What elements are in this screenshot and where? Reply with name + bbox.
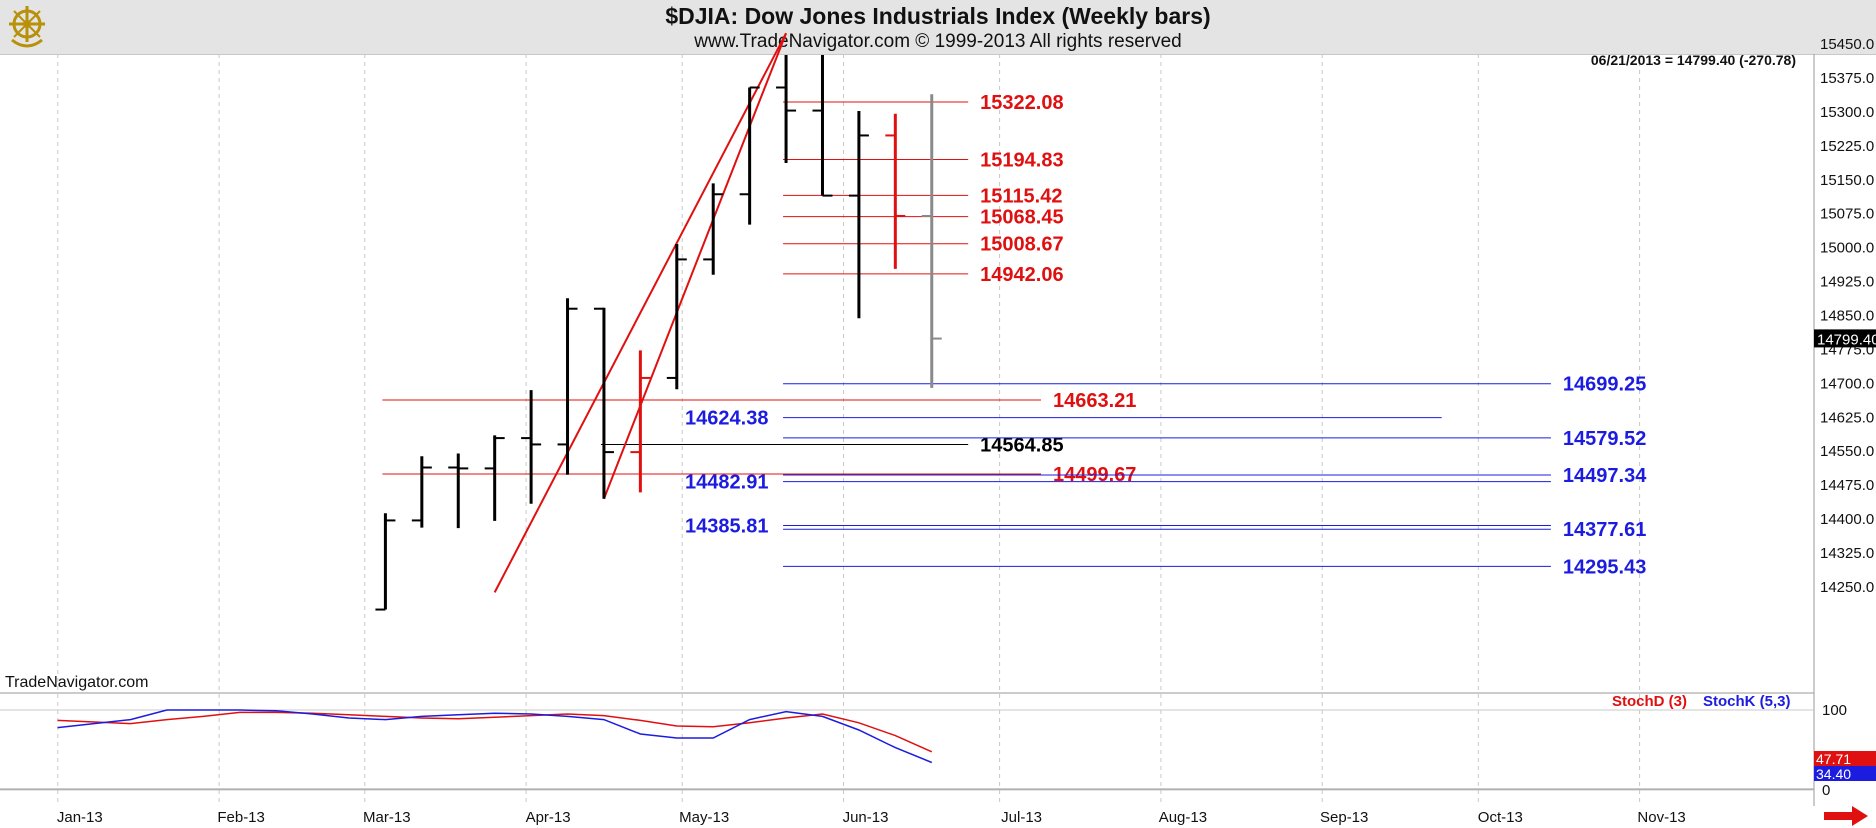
x-tick-label: Jun-13 [843, 809, 889, 826]
y-tick-label: 14475.0 [1820, 477, 1874, 494]
price-level-label: 14579.52 [1563, 428, 1646, 450]
y-tick-label: 15300.0 [1820, 104, 1874, 121]
x-tick-label: Aug-13 [1159, 809, 1207, 826]
y-tick-label: 14250.0 [1820, 579, 1874, 596]
stoch-series-line [57, 709, 933, 764]
price-level-label: 14942.06 [980, 264, 1063, 286]
last-price-label: 14799.40 [1817, 331, 1876, 348]
price-level-label: 14377.61 [1563, 519, 1646, 541]
price-level-label: 15068.45 [980, 207, 1063, 229]
wheel-anchor-logo-icon [9, 6, 45, 48]
legend-stochd: StochD (3) [1612, 693, 1687, 710]
y-tick-label: 15075.0 [1820, 206, 1874, 223]
price-level-label: 14295.43 [1563, 556, 1646, 578]
y-tick-label: 15225.0 [1820, 138, 1874, 155]
trend-line [603, 32, 787, 500]
x-tick-label: Jan-13 [57, 809, 103, 826]
stoch-series-line [57, 711, 933, 753]
y-tick-label: 14850.0 [1820, 308, 1874, 325]
price-level-label: 14624.38 [685, 408, 768, 430]
chart-title: $DJIA: Dow Jones Industrials Index (Week… [665, 3, 1211, 29]
price-level-label: 14482.91 [685, 472, 768, 494]
y-tick-label: 14325.0 [1820, 545, 1874, 562]
price-level-label: 14564.85 [980, 434, 1063, 456]
x-tick-label: Jul-13 [1001, 809, 1042, 826]
x-tick-label: Feb-13 [217, 809, 265, 826]
watermark: TradeNavigator.com [5, 674, 149, 691]
x-tick-label: Apr-13 [526, 809, 571, 826]
y-tick-label: 15450.0 [1820, 36, 1874, 53]
y-tick-label: 15375.0 [1820, 70, 1874, 87]
price-level-label: 15194.83 [980, 150, 1063, 172]
last-value-readout: 06/21/2013 = 14799.40 (-270.78) [1590, 52, 1796, 68]
y-tick-label: 14625.0 [1820, 409, 1874, 426]
stochk-value-label: 34.40 [1816, 766, 1851, 782]
price-level-label: 14497.34 [1563, 465, 1647, 487]
price-level-label: 14385.81 [685, 515, 768, 537]
y-tick-label: 14925.0 [1820, 274, 1874, 291]
stochd-value-label: 47.71 [1816, 751, 1851, 767]
price-level-label: 15115.42 [980, 185, 1062, 207]
y-tick-label: 15150.0 [1820, 172, 1874, 189]
x-tick-label: Mar-13 [363, 809, 411, 826]
y-tick-label: 14550.0 [1820, 443, 1874, 460]
stochk-value-box [1814, 766, 1876, 781]
chart-header: $DJIA: Dow Jones Industrials Index (Week… [0, 0, 1876, 55]
x-tick-label: May-13 [679, 809, 729, 826]
right-arrow-icon[interactable] [1824, 806, 1868, 826]
x-tick-label: Oct-13 [1478, 809, 1523, 826]
price-level-label: 15322.08 [980, 92, 1063, 114]
stoch-y-tick-label: 100 [1822, 702, 1847, 719]
price-level-label: 14663.21 [1053, 390, 1136, 412]
stoch-y-tick-label: 0 [1822, 782, 1830, 799]
x-tick-label: Sep-13 [1320, 809, 1368, 826]
y-tick-label: 15000.0 [1820, 240, 1874, 257]
y-tick-label: 14700.0 [1820, 375, 1874, 392]
legend-stochk: StochK (5,3) [1703, 693, 1791, 710]
y-tick-label: 14400.0 [1820, 511, 1874, 528]
chart-subtitle: www.TradeNavigator.com © 1999-2013 All r… [694, 31, 1182, 52]
last-price-box [1814, 329, 1876, 348]
price-level-label: 15008.67 [980, 234, 1063, 256]
price-level-label: 14699.25 [1563, 374, 1646, 396]
trend-line [493, 32, 787, 593]
stochd-value-box [1814, 751, 1876, 766]
x-tick-label: Nov-13 [1637, 809, 1685, 826]
